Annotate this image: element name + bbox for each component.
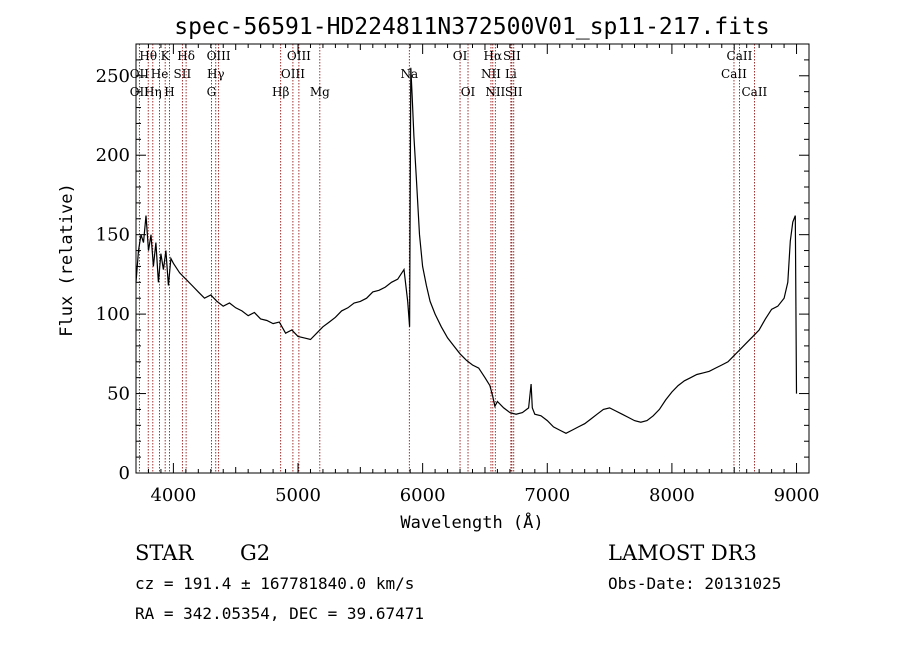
y-tick-label: 150 <box>96 225 130 246</box>
spectral-line-label: OI <box>461 85 476 99</box>
x-tick-label: 9000 <box>774 485 820 506</box>
spectral-line-markers <box>138 44 755 473</box>
spectral-line-label: Hη <box>144 85 162 99</box>
x-tick-label: 5000 <box>275 485 321 506</box>
y-tick-label: 0 <box>119 463 130 484</box>
plot-frame <box>135 43 810 474</box>
spectral-line-label: SII <box>503 49 521 63</box>
x-tick-label: 4000 <box>150 485 196 506</box>
spectral-line-label: SII <box>174 67 192 81</box>
y-axis-ticks: 0 50 100 150 200 250 <box>96 43 809 484</box>
spectral-line-label: Li <box>505 67 517 81</box>
spectral-line-label: OII <box>130 67 150 81</box>
y-axis-label: Flux (relative) <box>57 183 77 337</box>
spectral-line-label: Na <box>400 67 418 81</box>
obs-date: Obs-Date: 20131025 <box>608 574 781 593</box>
y-tick-label: 250 <box>96 66 130 87</box>
spectral-line-label: Hγ <box>207 67 225 81</box>
x-tick-label: 6000 <box>400 485 446 506</box>
x-axis-label: Wavelength (Å) <box>400 511 543 533</box>
spectral-line-label: OIII <box>281 67 305 81</box>
spectral-line-label: NII <box>485 85 505 99</box>
spectral-line-label: CaII <box>741 85 767 99</box>
spectral-line-label: Mg <box>310 85 330 99</box>
spectral-line-label: Hθ <box>139 49 157 63</box>
x-tick-label: 8000 <box>649 485 695 506</box>
spectral-line-label: G <box>207 85 217 99</box>
spectral-line-label: Hα <box>484 49 503 63</box>
y-tick-label: 50 <box>107 384 130 405</box>
spectral-line-label: SII <box>505 85 523 99</box>
redshift-cz: cz = 191.4 ± 167781840.0 km/s <box>135 574 414 593</box>
spectral-line-label: Hβ <box>272 85 289 99</box>
spectral-line-label: OIII <box>207 49 231 63</box>
spectrum-series-line <box>135 67 798 434</box>
x-axis-ticks: 4000 5000 6000 7000 8000 9000 <box>135 44 820 506</box>
spectral-line-label: Hδ <box>177 49 195 63</box>
x-tick-label: 7000 <box>524 485 570 506</box>
spectral-line-label: OI <box>453 49 468 63</box>
spectral-line-label: H <box>164 85 174 99</box>
spectral-line-label: NII <box>481 67 501 81</box>
y-tick-label: 100 <box>96 304 130 325</box>
survey-name: LAMOST DR3 <box>608 541 757 565</box>
spectral-line-label: K <box>161 49 171 63</box>
object-type: STAR <box>135 541 194 565</box>
chart-title: spec-56591-HD224811N372500V01_sp11-217.f… <box>174 14 769 40</box>
spectral-line-label: CaII <box>721 67 747 81</box>
coordinates: RA = 342.05354, DEC = 39.67471 <box>135 604 424 623</box>
spectral-line-label: He <box>151 67 169 81</box>
y-tick-label: 200 <box>96 145 130 166</box>
object-subclass: G2 <box>240 541 270 565</box>
spectral-line-label: OIII <box>287 49 311 63</box>
spectral-line-label: CaII <box>727 49 753 63</box>
